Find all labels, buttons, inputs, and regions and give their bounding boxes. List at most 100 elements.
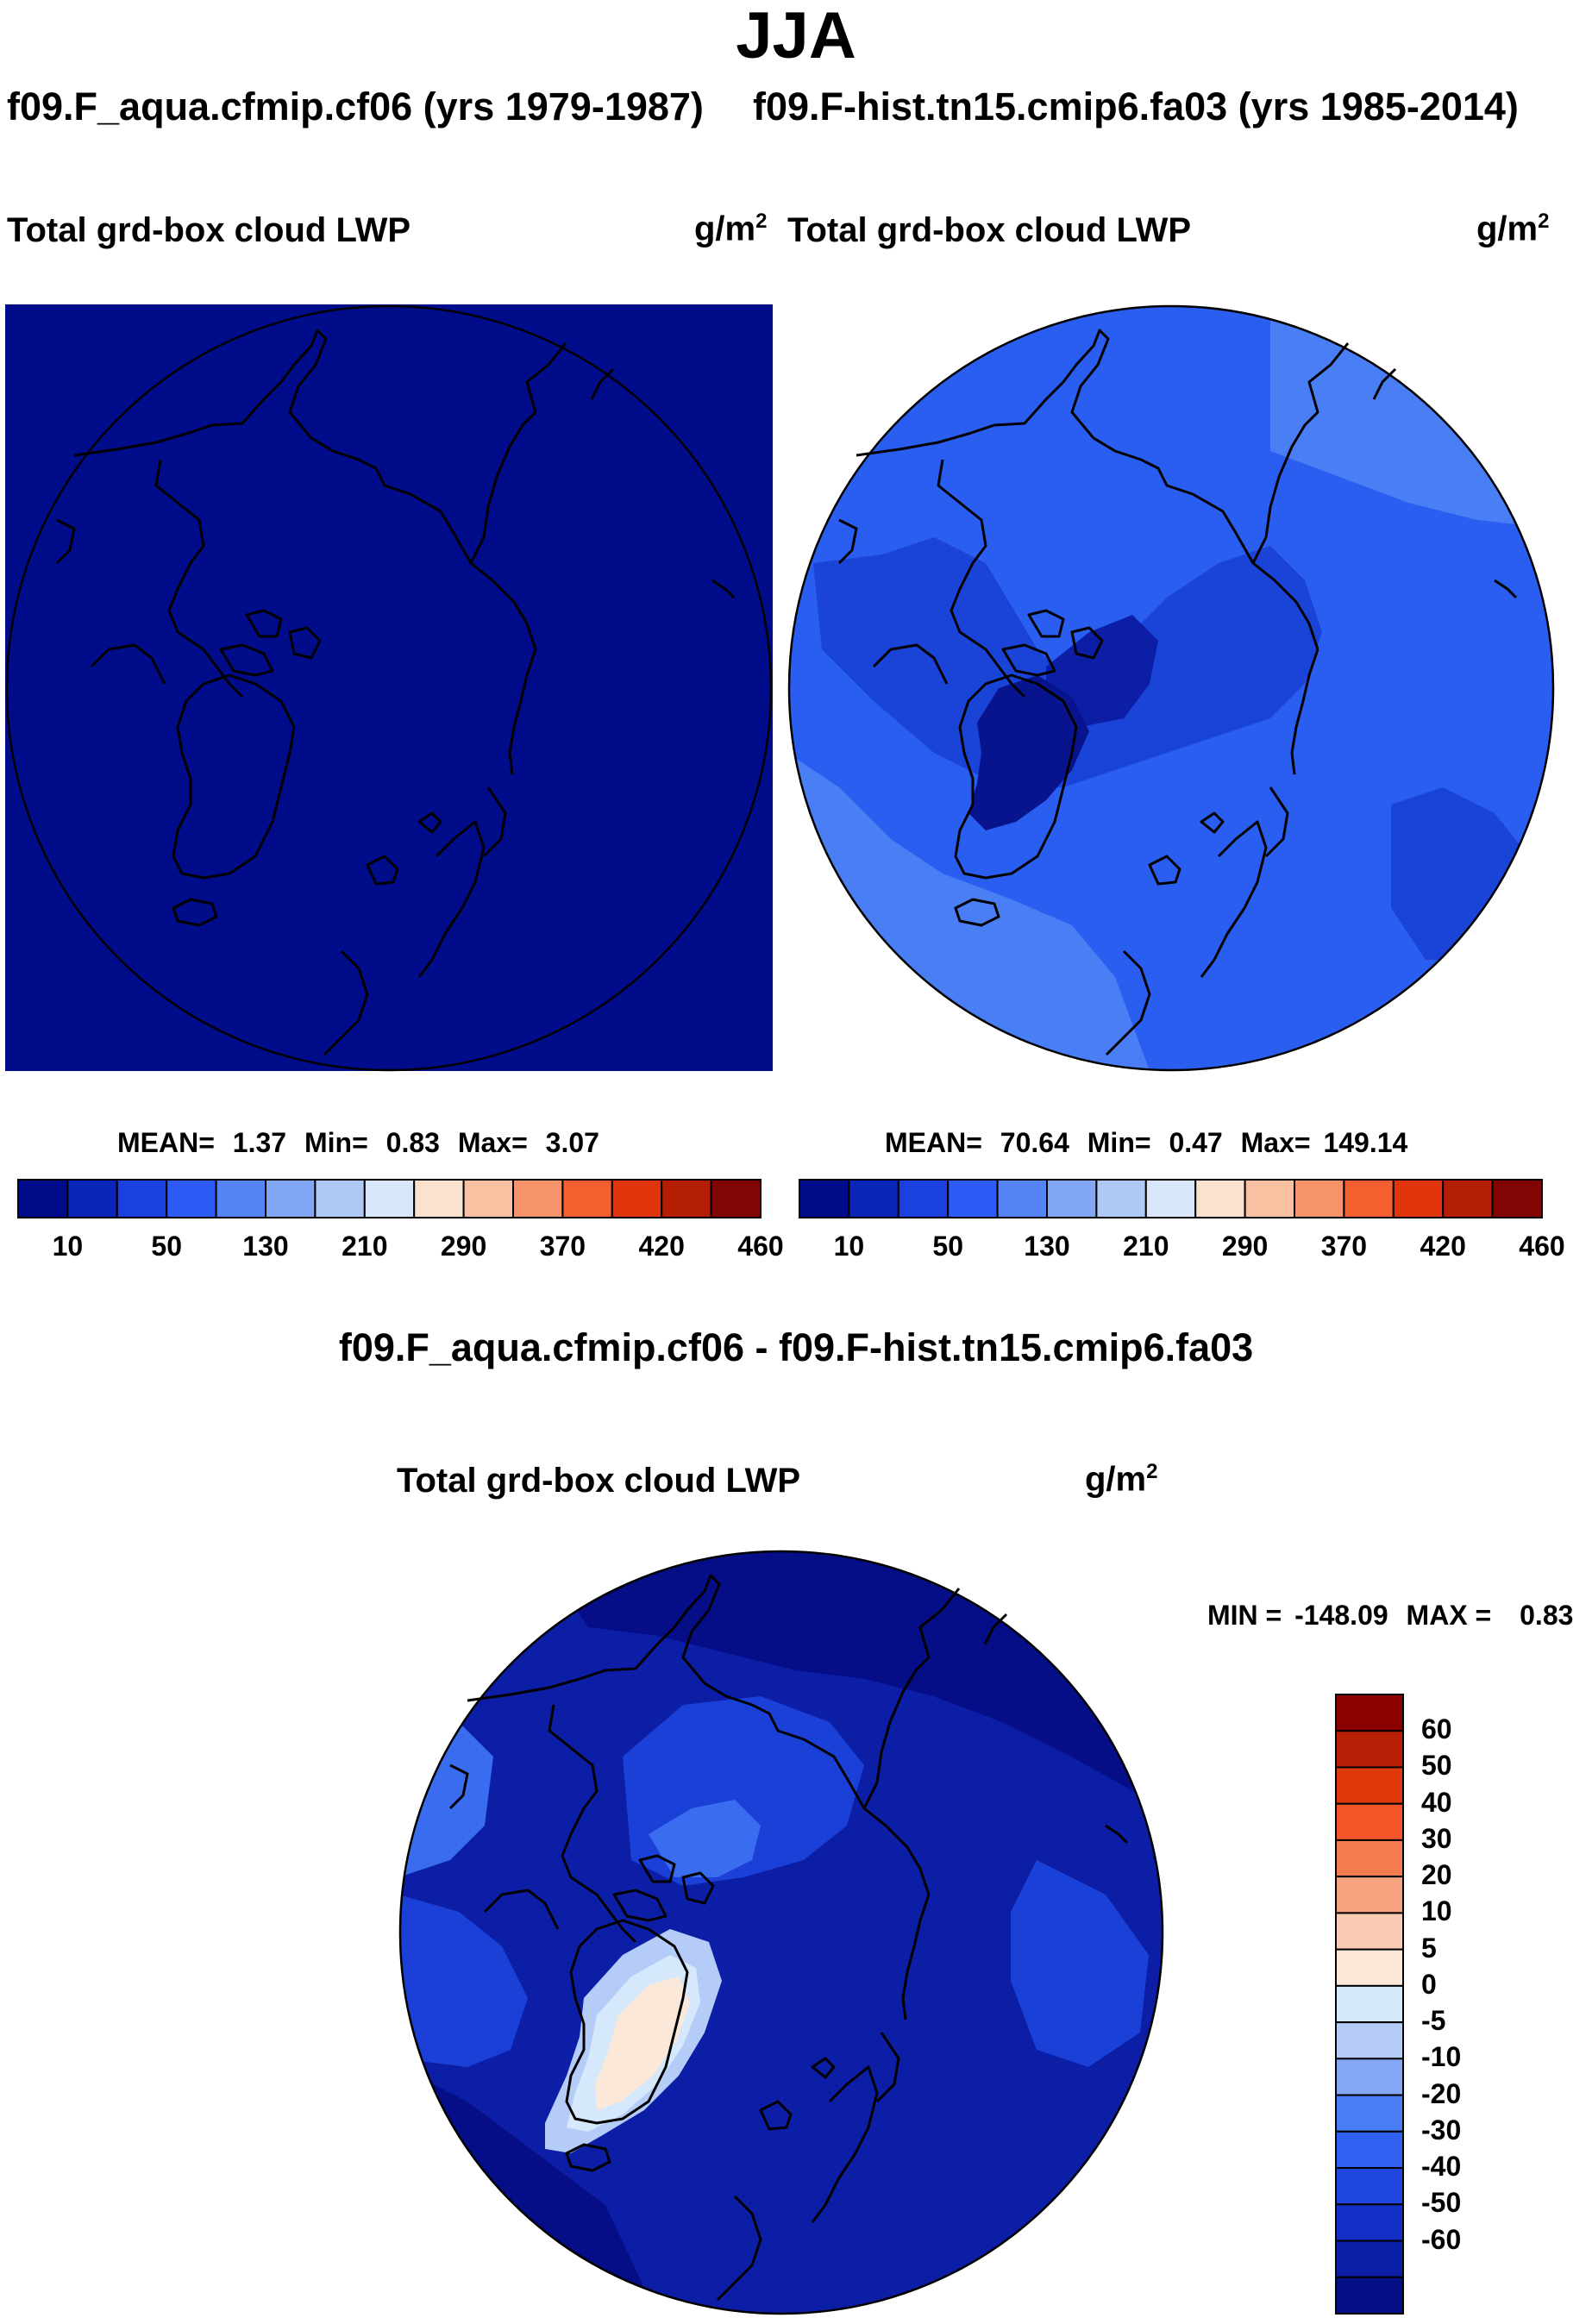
difference-units: g/m2 (1085, 1460, 1157, 1499)
panel2-colorbar-swatch (1244, 1179, 1295, 1218)
difference-colorbar-tick-label: -10 (1421, 2041, 1462, 2073)
difference-field-light-2 (649, 1800, 761, 1877)
panel1-min-label: Min= (304, 1127, 368, 1158)
panel2-colorbar-swatch (947, 1179, 999, 1218)
panel2-greenland-field (968, 675, 1089, 830)
panel1-colorbar-tick-label: 10 (52, 1231, 84, 1262)
difference-colorbar-swatch (1335, 1766, 1404, 1805)
difference-colorbar (1335, 1694, 1404, 2315)
difference-max-label: MAX = (1406, 1600, 1492, 1631)
panel2-mean-label: MEAN= (885, 1127, 982, 1158)
difference-greenland-core (595, 1976, 690, 2110)
panel2-colorbar-swatch (1442, 1179, 1494, 1218)
panel1-colorbar-tick-label: 290 (440, 1231, 487, 1262)
difference-colorbar-tick-label: -5 (1421, 2005, 1446, 2037)
panel2-colorbar-swatch (1194, 1179, 1246, 1218)
panel1-colorbar-swatch (611, 1179, 663, 1218)
difference-min-value: -148.09 (1294, 1600, 1388, 1631)
difference-colorbar-tick-label: -40 (1421, 2151, 1462, 2183)
difference-map-boundary (398, 1550, 1164, 2315)
panel2-units-base: g/m (1476, 210, 1539, 248)
difference-colorbar-tick-label: 10 (1421, 1895, 1452, 1927)
panel2-colorbar-tick-label: 50 (932, 1231, 963, 1262)
panel2-stats: MEAN= 70.64 Min= 0.47 Max= 149.14 (885, 1127, 1407, 1159)
panel1-coastlines (55, 329, 736, 1056)
panel1-mean-label: MEAN= (117, 1127, 215, 1158)
panel2-colorbar-swatch (1095, 1179, 1147, 1218)
panel1-max-label: Max= (457, 1127, 528, 1158)
panel1-case-title: f09.F_aqua.cfmip.cf06 (yrs 1979-1987) (7, 85, 704, 128)
panel2-colorbar-swatch (848, 1179, 899, 1218)
panel2-colorbar-tick-label: 290 (1221, 1231, 1269, 1262)
panel1-polar-map (5, 304, 773, 1072)
panel2-map-boundary (787, 304, 1555, 1072)
panel1-min-value: 0.83 (385, 1127, 440, 1158)
panel1-variable-label: Total grd-box cloud LWP (7, 211, 411, 249)
difference-colorbar-tick-label: 20 (1421, 1859, 1452, 1891)
panel2-polar-map (787, 304, 1555, 1072)
difference-colorbar-tick-label: -60 (1421, 2223, 1462, 2255)
difference-colorbar-swatch (1335, 1912, 1404, 1951)
panel1-field (5, 304, 773, 1071)
season-title: JJA (736, 0, 856, 72)
difference-colorbar-swatch (1335, 2058, 1404, 2096)
difference-colorbar-swatch (1335, 2239, 1404, 2278)
difference-colorbar-swatch (1335, 2167, 1404, 2206)
panel1-colorbar (17, 1179, 762, 1218)
panel2-colorbar-tick-label: 130 (1024, 1231, 1070, 1262)
panel2-colorbar-swatch (1294, 1179, 1345, 1218)
panel1-colorbar-swatch (166, 1179, 217, 1218)
difference-title: f09.F_aqua.cfmip.cf06 - f09.F-hist.tn15.… (338, 1325, 1254, 1369)
panel1-colorbar-swatch (512, 1179, 564, 1218)
panel1-colorbar-swatch (66, 1179, 118, 1218)
panel1-colorbar-swatch (265, 1179, 317, 1218)
panel2-colorbar-tick-label: 370 (1320, 1231, 1368, 1262)
panel2-colorbar-swatch (1144, 1179, 1197, 1218)
difference-colorbar-swatch (1335, 2021, 1404, 2060)
panel2-colorbar-swatch (996, 1179, 1049, 1218)
panel2-colorbar-tick-label: 460 (1519, 1231, 1565, 1262)
panel2-colorbar-swatch (1491, 1179, 1543, 1218)
difference-field-mid-3 (1011, 1860, 1149, 2067)
panel2-colorbar-tick-label: 10 (833, 1231, 865, 1262)
panel2-colorbar-swatch (799, 1179, 850, 1218)
panel1-colorbar-swatch (314, 1179, 366, 1218)
panel2-field-mid (813, 537, 1322, 787)
panel1-units: g/m2 (694, 210, 767, 248)
difference-min-label: MIN = (1207, 1600, 1282, 1631)
panel1-colorbar-tick-label: 420 (638, 1231, 685, 1262)
panel2-coastlines (837, 329, 1518, 1056)
panel1-colorbar-swatch (710, 1179, 762, 1218)
panel1-max-value: 3.07 (545, 1127, 599, 1158)
difference-coastlines (448, 1574, 1129, 2302)
difference-stats: MIN = -148.09 MAX = 0.83 (1207, 1600, 1573, 1632)
difference-colorbar-tick-label: 50 (1421, 1750, 1452, 1782)
panel2-colorbar (799, 1179, 1543, 1218)
difference-colorbar-tick-label: 60 (1421, 1713, 1452, 1745)
panel1-colorbar-swatch (561, 1179, 613, 1218)
panel2-colorbar-swatch (1046, 1179, 1098, 1218)
difference-colorbar-tick-label: 0 (1421, 1968, 1437, 2000)
panel1-colorbar-swatch (17, 1179, 69, 1218)
panel2-mean-value: 70.64 (1000, 1127, 1069, 1158)
panel1-colorbar-swatch (413, 1179, 465, 1218)
difference-colorbar-swatch (1335, 2203, 1404, 2242)
difference-polar-map (398, 1550, 1164, 2315)
panel2-units-exp: 2 (1538, 210, 1550, 233)
difference-variable-label: Total grd-box cloud LWP (397, 1462, 801, 1500)
panel2-case-title: f09.F-hist.tn15.cmip6.fa03 (yrs 1985-201… (753, 85, 1519, 128)
panel2-colorbar-swatch (1343, 1179, 1395, 1218)
panel2-colorbar-tick-label: 420 (1420, 1231, 1466, 1262)
difference-colorbar-swatch (1335, 1802, 1404, 1841)
panel1-colorbar-tick-label: 370 (539, 1231, 586, 1262)
panel2-colorbar-tick-label: 210 (1123, 1231, 1169, 1262)
difference-colorbar-swatch (1335, 1839, 1404, 1878)
difference-colorbar-tick-label: 30 (1421, 1822, 1452, 1854)
difference-units-exp: 2 (1146, 1460, 1158, 1483)
panel1-stats: MEAN= 1.37 Min= 0.83 Max= 3.07 (117, 1127, 599, 1159)
panel1-map-boundary (5, 304, 773, 1072)
difference-colorbar-tick-label: -50 (1421, 2187, 1462, 2219)
panel1-colorbar-swatch (661, 1179, 712, 1218)
panel1-colorbar-swatch (363, 1179, 416, 1218)
difference-colorbar-tick-label: 5 (1421, 1932, 1437, 1964)
